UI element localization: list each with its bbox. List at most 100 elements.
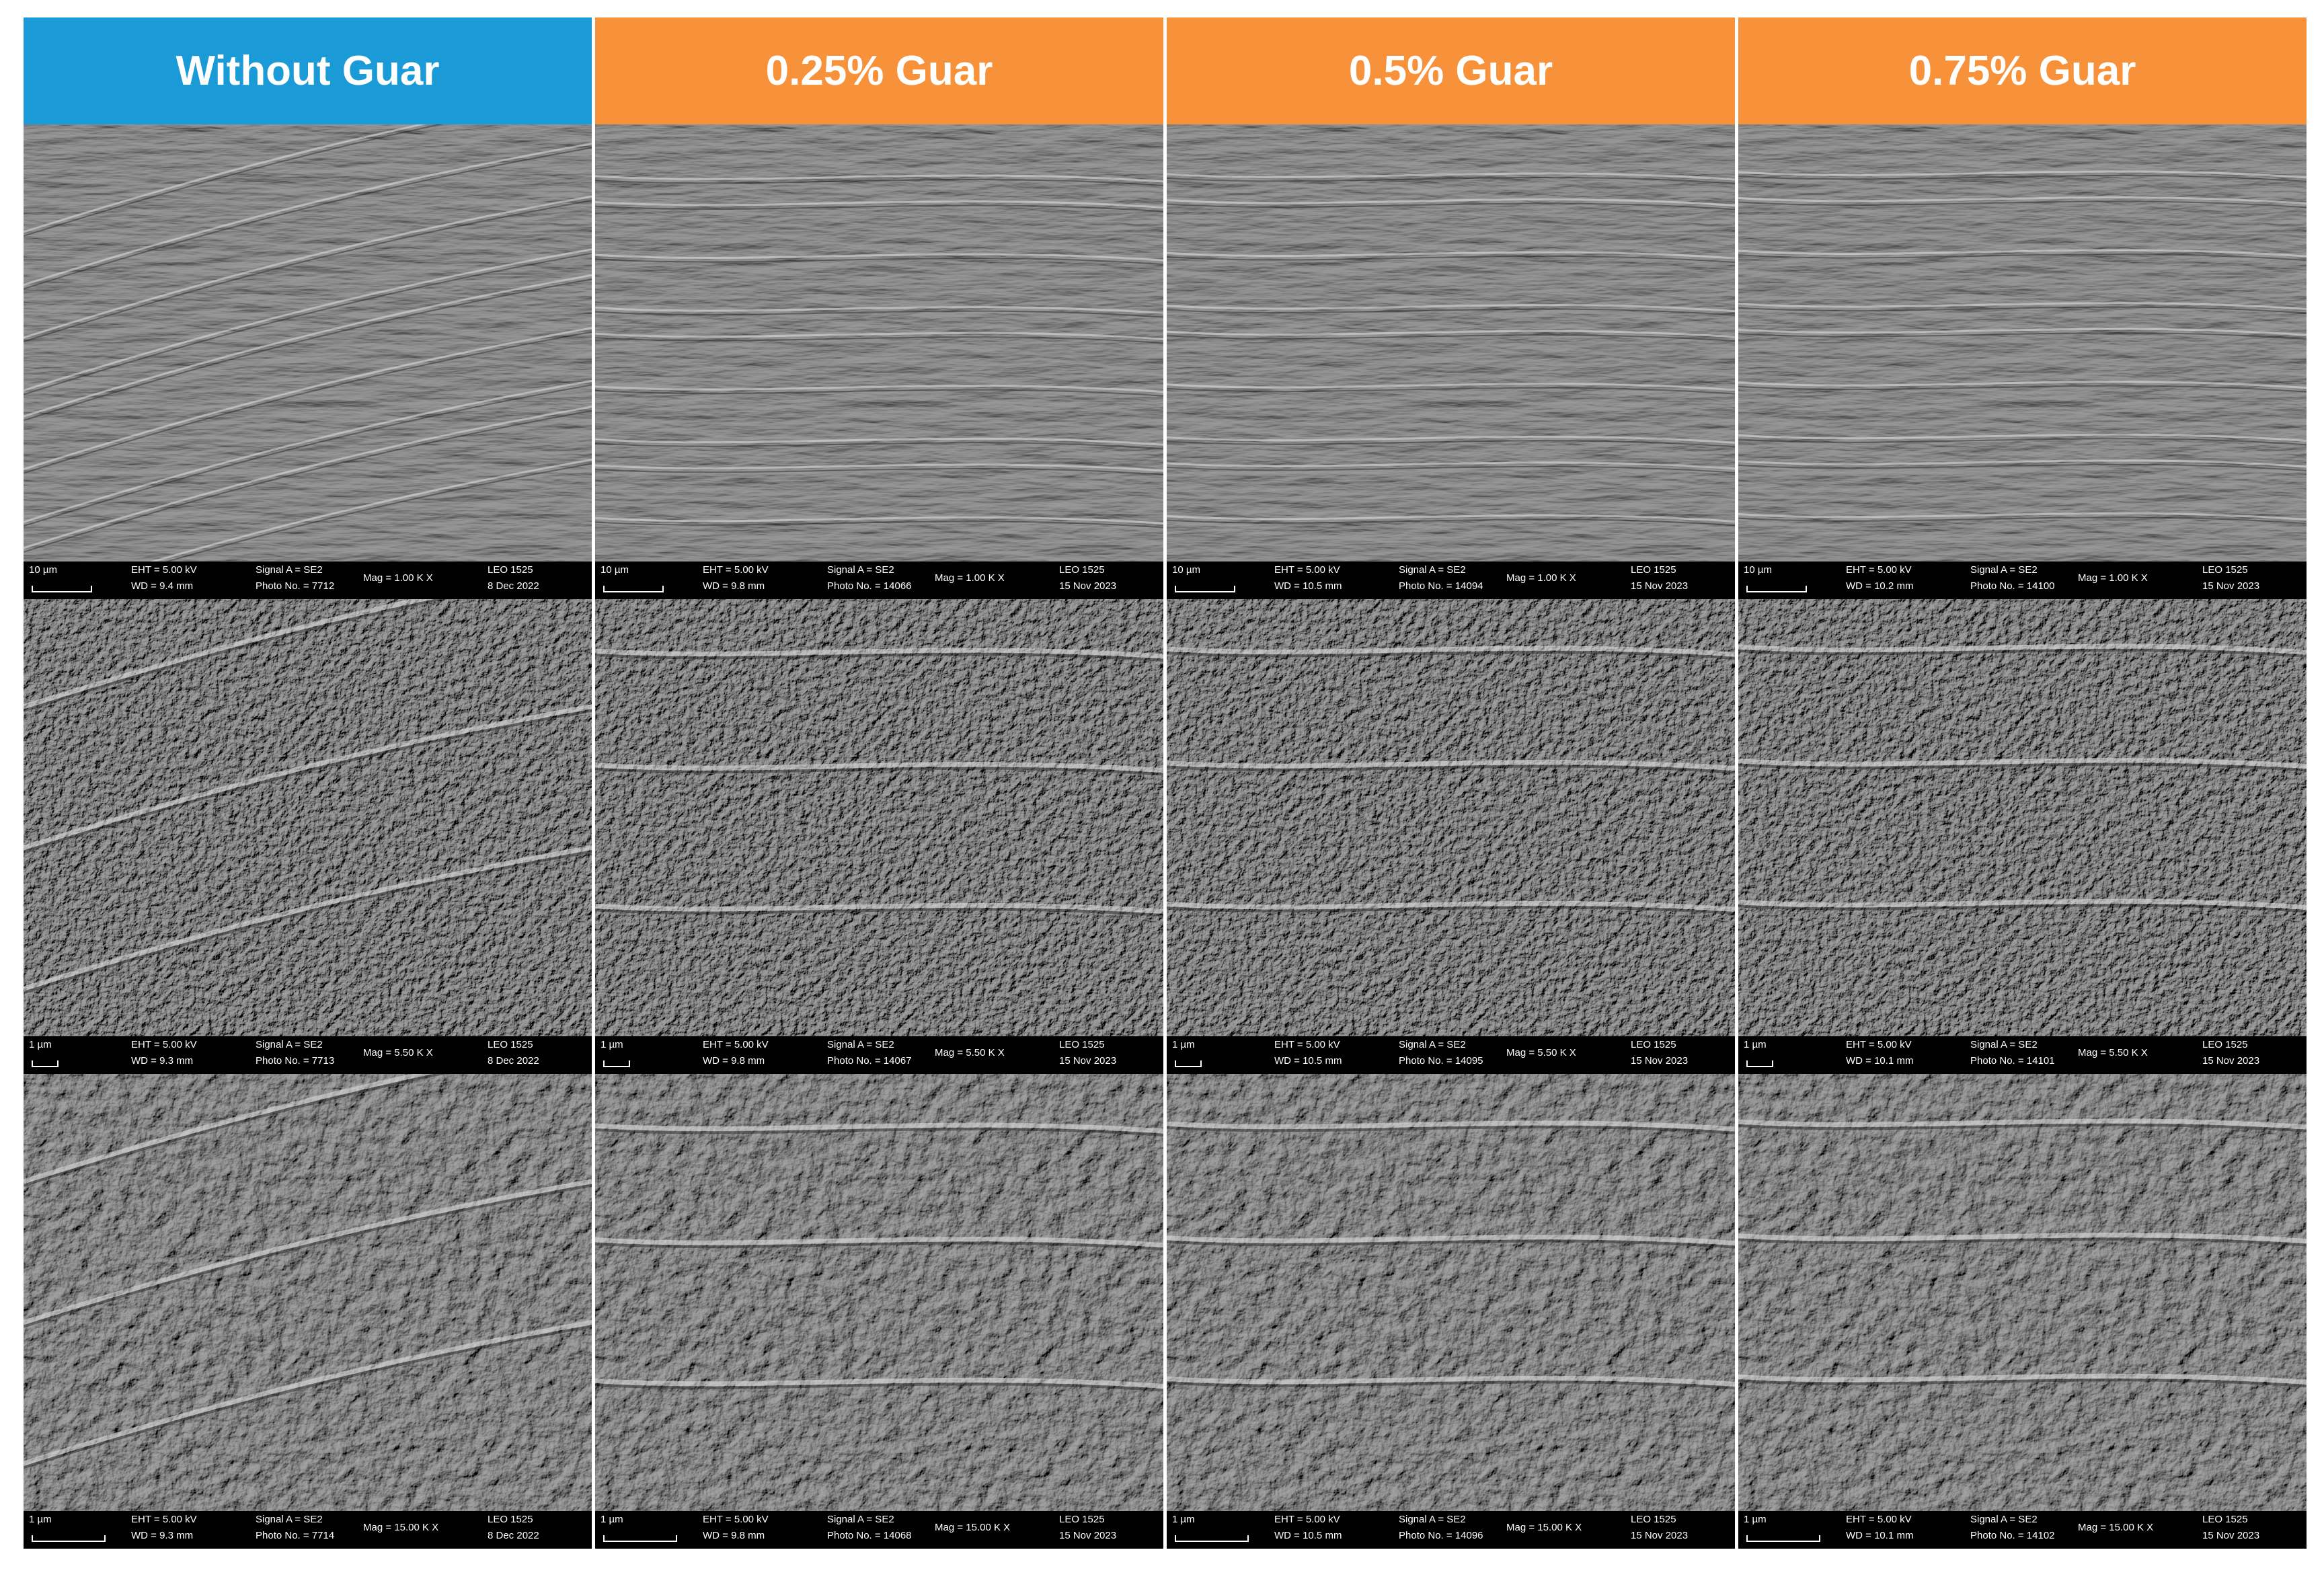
info-text: 15 Nov 2023 [1631,1055,1689,1067]
layer-shadow [1738,648,2307,658]
layer-edge [24,1074,433,1184]
layer-edge [24,327,592,471]
layer-edge [24,124,426,233]
info-text: EHT = 5.00 kV [703,1039,769,1050]
layer-edge [1738,644,2307,655]
layer-shadow [595,204,1163,212]
sem-image [24,599,592,1036]
info-text: 15 Nov 2023 [2202,1530,2260,1541]
info-text: EHT = 5.00 kV [1274,564,1340,576]
info-text: WD = 10.1 mm [1846,1055,1914,1067]
info-text: Photo No. = 7714 [256,1530,335,1541]
sem-image [1738,1074,2307,1511]
layer-edge [1738,196,2307,205]
info-text: Signal A = SE2 [1970,1039,2038,1050]
layer-shadow [595,467,1163,475]
sem-texture [595,1074,1163,1511]
layer-edge [1738,1233,2307,1244]
info-text: Signal A = SE2 [256,564,323,576]
info-text: Signal A = SE2 [1399,1039,1466,1050]
layer-edge [595,1122,1163,1134]
layer-edge [595,437,1163,446]
info-text: 1 µm [29,1039,52,1050]
layer-shadow [1167,387,1735,395]
info-text: EHT = 5.00 kV [1846,1514,1912,1525]
sem-image [1738,599,2307,1036]
layer-shadow [1167,465,1735,473]
info-text: Mag = 15.00 K X [935,1522,1011,1533]
layer-shadow [1738,174,2307,182]
layer-shadow [24,709,592,853]
info-text: EHT = 5.00 kV [703,1514,769,1525]
sem-panel: 1 µm EHT = 5.00 kV WD = 10.5 mm Signal A = … [1167,599,1735,1074]
info-text: 1 µm [601,1039,623,1050]
info-text: LEO 1525 [2202,1514,2248,1525]
layer-edge [1167,1120,1735,1132]
layer-edge [595,516,1163,525]
info-bar: 10 µm EHT = 5.00 kV WD = 9.4 mm Signal A = … [24,562,592,599]
layer-shadow [595,520,1163,529]
layer-shadow [1738,516,2307,525]
layer-shadow [24,410,592,553]
layer-edge [1167,1235,1735,1246]
layer-edge [1167,1375,1735,1387]
info-text: Photo No. = 14066 [827,580,912,592]
layer-edge [1738,249,2307,258]
info-text: Photo No. = 14100 [1970,580,2055,592]
info-text: Mag = 15.00 K X [1506,1522,1582,1533]
layer-shadow [24,384,592,527]
layer-edge [24,1319,592,1466]
layer-edge [24,405,592,549]
info-text: LEO 1525 [488,564,533,576]
info-text: Photo No. = 7712 [256,580,335,592]
sem-texture [1167,124,1735,562]
layer-edge [1738,1373,2307,1385]
info-text: Photo No. = 14096 [1399,1530,1483,1541]
layer-shadow [24,1184,592,1328]
info-text: EHT = 5.00 kV [1274,1039,1340,1050]
layer-edge [24,195,592,339]
info-text: 1 µm [1744,1514,1767,1525]
layer-edge [1738,302,2307,311]
layer-shadow [1167,1381,1735,1390]
layer-shadow [1167,650,1735,660]
sem-image [595,1074,1163,1511]
layer-edge [1167,435,1735,444]
layer-shadow [595,767,1163,776]
layer-edge [1738,1118,2307,1130]
info-text: Mag = 15.00 K X [363,1522,439,1533]
layer-edge [595,174,1163,183]
info-text: EHT = 5.00 kV [1274,1514,1340,1525]
layer-shadow [24,599,447,712]
layer-shadow [164,463,592,562]
info-text: LEO 1525 [1631,1039,1676,1050]
layer-edge [595,762,1163,773]
layer-edge [1738,898,2307,910]
info-text: WD = 10.5 mm [1274,1530,1342,1541]
layer-shadow [1167,1125,1735,1134]
info-text: Mag = 5.50 K X [363,1047,433,1058]
info-bar: 1 µm EHT = 5.00 kV WD = 9.3 mm Signal A = S… [24,1036,592,1074]
info-bar: 10 µm EHT = 5.00 kV WD = 9.8 mm Signal A = … [595,562,1163,599]
info-text: Photo No. = 14094 [1399,580,1483,592]
layer-shadow [1167,202,1735,210]
info-text: 15 Nov 2023 [1631,1530,1689,1541]
sem-image [1167,1074,1735,1511]
info-text: Photo No. = 14101 [1970,1055,2055,1067]
info-text: EHT = 5.00 kV [131,1514,197,1525]
scale-bar [32,1060,59,1067]
column-header: 0.5% Guar [1167,17,1735,124]
sem-image [1167,599,1735,1036]
info-text: LEO 1525 [2202,1039,2248,1050]
layer-shadow [1167,256,1735,264]
scale-bar [1746,586,1807,592]
layer-shadow [595,258,1163,266]
layer-edge [24,704,592,851]
layer-edge [1738,327,2307,336]
layer-edge [1167,760,1735,771]
info-text: WD = 10.5 mm [1274,1055,1342,1067]
info-bar: 1 µm EHT = 5.00 kV WD = 10.1 mm Signal A = … [1738,1511,2307,1549]
layer-edge [1167,304,1735,313]
sem-texture [24,124,592,562]
layer-shadow [24,331,592,474]
